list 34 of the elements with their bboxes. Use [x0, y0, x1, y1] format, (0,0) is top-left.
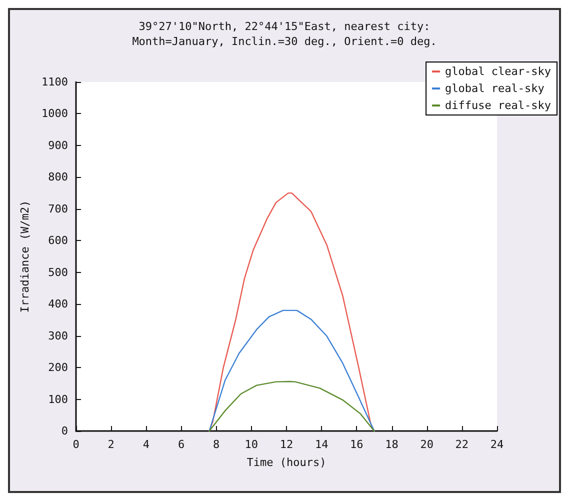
- y-tick-label: 100: [48, 392, 68, 406]
- legend-label: global clear-sky: [445, 65, 552, 78]
- legend-label: diffuse real-sky: [445, 99, 552, 112]
- x-tick-label: 8: [213, 438, 220, 451]
- x-tick-label: 10: [244, 438, 258, 451]
- x-tick-label: 2: [108, 438, 114, 451]
- y-tick-label: 700: [48, 202, 68, 216]
- x-tick-label: 18: [385, 438, 398, 451]
- chart-title: 39°27'10"North, 22°44'15"East, nearest city:: [138, 20, 430, 33]
- y-tick-label: 200: [48, 361, 68, 374]
- y-tick-label: 300: [48, 329, 68, 342]
- x-tick-label: 0: [72, 438, 80, 451]
- legend-label: global real-sky: [445, 82, 545, 95]
- y-tick-label: 800: [48, 170, 68, 184]
- x-tick-label: 22: [455, 438, 469, 451]
- y-tick-label: 1100: [42, 76, 68, 88]
- y-tick-label: 400: [48, 298, 68, 311]
- x-tick-label: 6: [178, 438, 185, 451]
- x-tick-label: 14: [314, 438, 329, 451]
- x-axis-title: Time (hours): [246, 456, 326, 469]
- y-tick-label: 1000: [42, 107, 68, 120]
- x-tick-label: 24: [490, 438, 504, 451]
- x-tick-label: 16: [350, 438, 364, 451]
- line-series: [208, 310, 375, 432]
- y-tick-label: 500: [48, 266, 68, 279]
- x-tick-label: 20: [420, 438, 434, 451]
- y-tick-label: 0: [61, 424, 68, 438]
- line-series: [208, 380, 375, 432]
- y-axis-title: Irradiance (W/m2): [18, 200, 32, 313]
- y-tick-label: 600: [48, 234, 68, 248]
- y-tick-label: 900: [48, 138, 68, 152]
- chart-subtitle: Month=January, Inclin.=30 deg., Orient.=0 deg.: [132, 35, 437, 48]
- x-tick-label: 4: [142, 438, 150, 451]
- x-tick-label: 12: [280, 438, 294, 451]
